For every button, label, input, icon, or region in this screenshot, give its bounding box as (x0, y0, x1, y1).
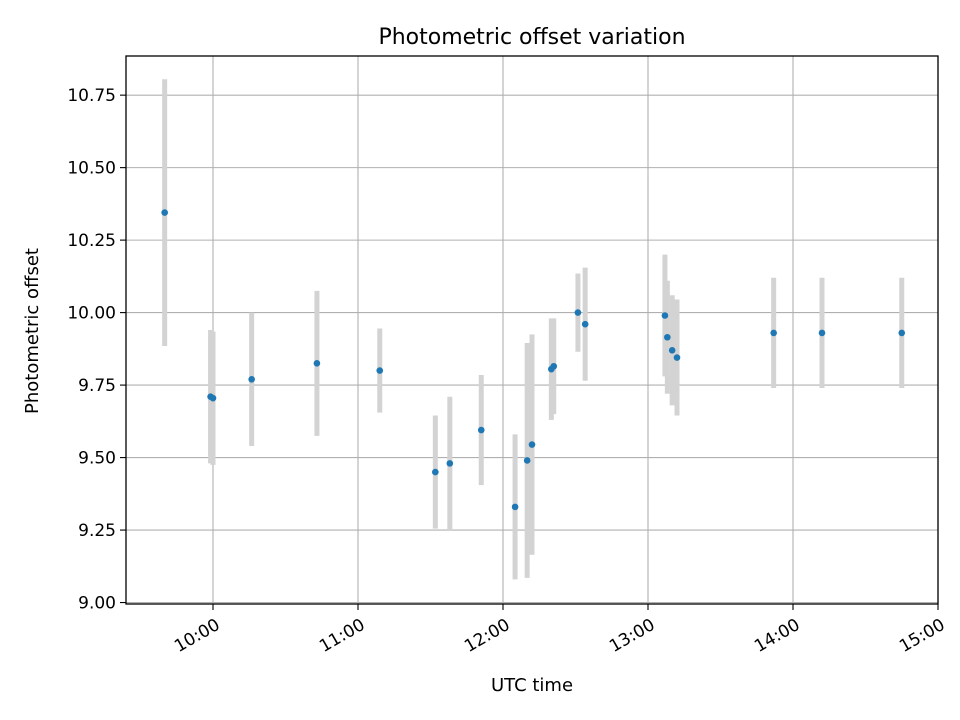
data-point (376, 367, 384, 374)
data-point (574, 309, 582, 316)
data-point (818, 329, 826, 337)
data-point (446, 460, 454, 467)
data-point (668, 346, 676, 354)
y-tick-label: 10.75 (67, 86, 116, 106)
data-point (664, 333, 671, 341)
data-point (432, 468, 439, 476)
x-axis-label: UTC time (491, 675, 573, 696)
y-tick-label: 9.25 (78, 521, 116, 541)
data-point (313, 360, 321, 367)
data-point (898, 329, 906, 337)
y-tick-label: 9.00 (78, 594, 116, 614)
plot-frame (125, 55, 939, 605)
data-point (161, 209, 168, 216)
y-tick-label: 10.50 (67, 159, 116, 179)
y-tick-label: 9.50 (78, 449, 116, 469)
y-axis-label: Photometric offset (22, 248, 43, 414)
data-point (581, 320, 589, 328)
y-tick-label: 10.25 (67, 231, 116, 251)
data-point (528, 441, 536, 448)
data-point (770, 329, 777, 337)
chart-title: Photometric offset variation (378, 25, 685, 50)
y-tick-label: 9.75 (78, 376, 116, 396)
data-point (511, 503, 519, 511)
y-tick-label: 10.00 (67, 304, 116, 324)
data-point (248, 375, 255, 383)
data-point (550, 362, 558, 370)
data-point (661, 312, 669, 319)
data-point (673, 354, 681, 361)
data-point (523, 457, 531, 464)
data-point (209, 394, 217, 402)
data-points (161, 209, 906, 511)
data-point (477, 426, 485, 434)
